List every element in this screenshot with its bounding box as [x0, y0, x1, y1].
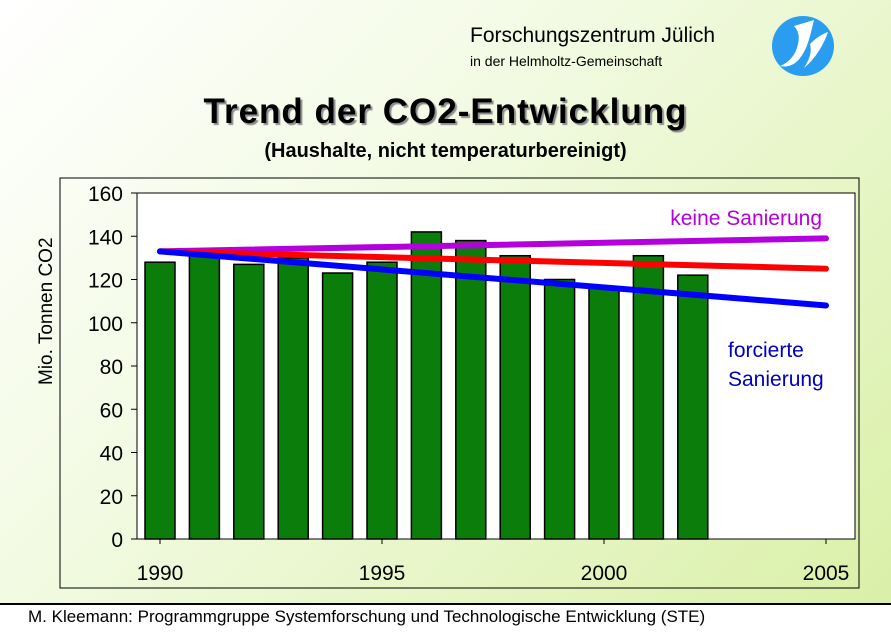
annotation-keine-sanierung: keine Sanierung — [670, 207, 822, 230]
bar-1993 — [277, 257, 309, 540]
footer-bar — [0, 603, 891, 632]
bar-1995 — [366, 261, 398, 540]
co2-bar-chart: 0 20 40 60 80 100 120 140 160 1990 1995 2000 2005 k… — [59, 177, 860, 589]
trend-line-2 — [157, 248, 829, 272]
bar-2001 — [632, 254, 665, 540]
x-tick-label: 1995 — [359, 562, 406, 585]
x-tick-label: 1990 — [137, 562, 184, 585]
y-tick-label: 20 — [100, 486, 123, 509]
org-name: Forschungszentrum Jülich — [470, 24, 716, 47]
fzj-logo-icon — [772, 16, 834, 76]
y-tick-label: 60 — [100, 399, 123, 422]
y-tick-label: 80 — [100, 356, 123, 379]
y-tick-label: 100 — [88, 313, 123, 336]
bar-1991 — [188, 250, 221, 540]
x-tick-label: 2000 — [581, 562, 628, 585]
chart-subtitle: (Haushalte, nicht temperaturbereinigt) — [264, 140, 627, 162]
org-subtitle: in der Helmholtz-Gemeinschaft — [470, 53, 663, 69]
bar-1999 — [543, 278, 576, 540]
y-tick-label: 120 — [88, 270, 123, 293]
bar-1996 — [410, 231, 443, 540]
footer-text: M. Kleemann: Programmgruppe Systemforsch… — [28, 607, 706, 626]
bar-1998 — [499, 254, 531, 540]
annotation-forcierte-line1: forcierte — [728, 339, 804, 362]
trend-line-1 — [157, 235, 829, 255]
bar-1992 — [233, 263, 265, 540]
x-tick-label: 2005 — [803, 562, 850, 585]
trend-line-3 — [157, 248, 829, 309]
bar-1990 — [144, 261, 176, 540]
bar-2000 — [588, 287, 620, 540]
annotation-forcierte-line2: Sanierung — [728, 368, 824, 391]
y-tick-label: 140 — [88, 226, 123, 249]
chart-title: Trend der CO2-Entwicklung — [203, 92, 688, 131]
y-tick-label: 0 — [111, 529, 123, 552]
bar-1997 — [455, 239, 487, 540]
bar-1994 — [321, 272, 354, 540]
bar-2002 — [677, 274, 709, 540]
plot-frame — [59, 177, 860, 589]
y-tick-label: 160 — [88, 183, 123, 206]
y-tick-label: 40 — [100, 443, 123, 466]
